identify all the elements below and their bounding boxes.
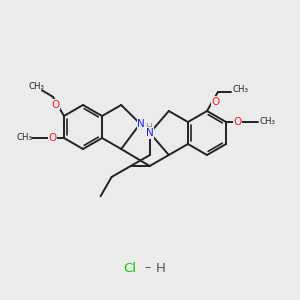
Text: –: – bbox=[145, 262, 151, 275]
Text: O: O bbox=[48, 133, 57, 143]
Text: CH₃: CH₃ bbox=[29, 82, 45, 91]
Text: CH₃: CH₃ bbox=[260, 118, 275, 127]
Text: CH₃: CH₃ bbox=[16, 134, 33, 142]
Text: H: H bbox=[156, 262, 166, 275]
Text: O: O bbox=[51, 100, 59, 110]
Text: N: N bbox=[146, 128, 154, 138]
Text: O: O bbox=[233, 117, 242, 127]
Text: H: H bbox=[145, 123, 152, 132]
Text: O: O bbox=[212, 97, 220, 106]
Text: Cl: Cl bbox=[124, 262, 136, 275]
Text: N: N bbox=[137, 119, 145, 129]
Text: CH₃: CH₃ bbox=[232, 85, 248, 94]
